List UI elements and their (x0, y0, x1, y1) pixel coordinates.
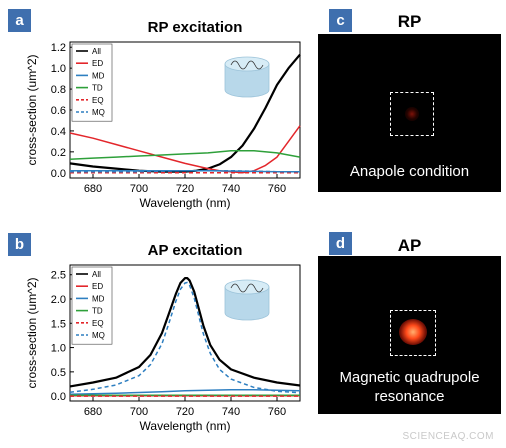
series-line-md (70, 169, 300, 173)
x-tick-label: 760 (268, 183, 286, 195)
series-line-all (69, 277, 301, 388)
image-panel-ap: Magnetic quadrupole resonance (318, 256, 501, 414)
legend-label: EQ (92, 96, 104, 105)
y-tick-label: 2.0 (51, 294, 66, 306)
image-caption: Magnetic quadrupole resonance (339, 369, 480, 405)
x-tick-label: 740 (222, 183, 240, 195)
x-tick-label: 700 (130, 406, 148, 418)
legend-label: MD (92, 71, 105, 80)
y-tick-label: 2.5 (51, 270, 66, 282)
panel-label-d: d (329, 232, 352, 255)
chart-title: AP excitation (148, 242, 243, 259)
x-tick-label: 740 (222, 406, 240, 418)
legend-label: ED (92, 59, 103, 68)
series-line-md (69, 389, 301, 395)
emission-spot (405, 107, 419, 121)
legend-label: MD (92, 294, 105, 303)
x-tick-label: 680 (84, 183, 102, 195)
region-box (390, 92, 434, 136)
legend-label: MQ (92, 331, 105, 340)
cylinder-body (224, 63, 270, 98)
x-tick-label: 680 (84, 406, 102, 418)
series-line-td (69, 150, 301, 160)
x-tick-label: 720 (176, 183, 194, 195)
series-line-mq (69, 281, 301, 394)
x-tick-label: 700 (130, 183, 148, 195)
image-panel-rp: Anapole condition (318, 34, 501, 192)
image-title: AP (397, 236, 422, 255)
legend-box (71, 43, 113, 122)
field-loops (230, 60, 264, 70)
cylinder-top (224, 56, 270, 72)
y-axis-label: cross-section (um^2) (25, 55, 39, 166)
x-axis-label: Wavelength (nm) (140, 196, 231, 210)
x-tick-label: 720 (176, 406, 194, 418)
y-tick-label: 1.5 (51, 318, 66, 330)
series-line-mq (70, 169, 300, 173)
y-tick-label: 0.2 (51, 147, 66, 159)
legend-label: ED (92, 282, 103, 291)
y-tick-label: 1.2 (51, 42, 66, 54)
region-box (390, 310, 436, 356)
field-loops (230, 283, 264, 293)
panel-label-a: a (8, 9, 31, 32)
legend-label: TD (92, 307, 103, 316)
chart-title: RP excitation (148, 19, 243, 36)
cylinder-top (224, 279, 270, 295)
legend-label: MQ (92, 108, 105, 117)
image-title: RP (397, 12, 422, 31)
legend-label: All (92, 270, 101, 279)
x-axis-label: Wavelength (nm) (140, 419, 231, 433)
y-tick-label: 0.8 (51, 84, 66, 96)
y-tick-label: 0.0 (51, 168, 66, 180)
image-caption: Anapole condition (349, 163, 470, 180)
legend-label: TD (92, 84, 103, 93)
legend-label: All (92, 47, 101, 56)
emission-spot (399, 319, 427, 345)
y-tick-label: 0.6 (51, 105, 66, 117)
x-tick-label: 760 (268, 406, 286, 418)
y-tick-label: 1.0 (51, 63, 66, 75)
y-tick-label: 0.4 (51, 126, 66, 138)
panel-label-b: b (8, 233, 31, 256)
series-line-all (69, 53, 301, 173)
y-tick-label: 1.0 (51, 343, 66, 355)
y-tick-label: 0.0 (51, 391, 66, 403)
cylinder-body (224, 286, 270, 321)
panel-label-c: c (329, 9, 352, 32)
y-tick-label: 0.5 (51, 367, 66, 379)
legend-box (71, 266, 113, 345)
watermark: SCIENCEAQ.COM (402, 431, 494, 442)
y-axis-label: cross-section (um^2) (25, 278, 39, 389)
legend-label: EQ (92, 319, 104, 328)
